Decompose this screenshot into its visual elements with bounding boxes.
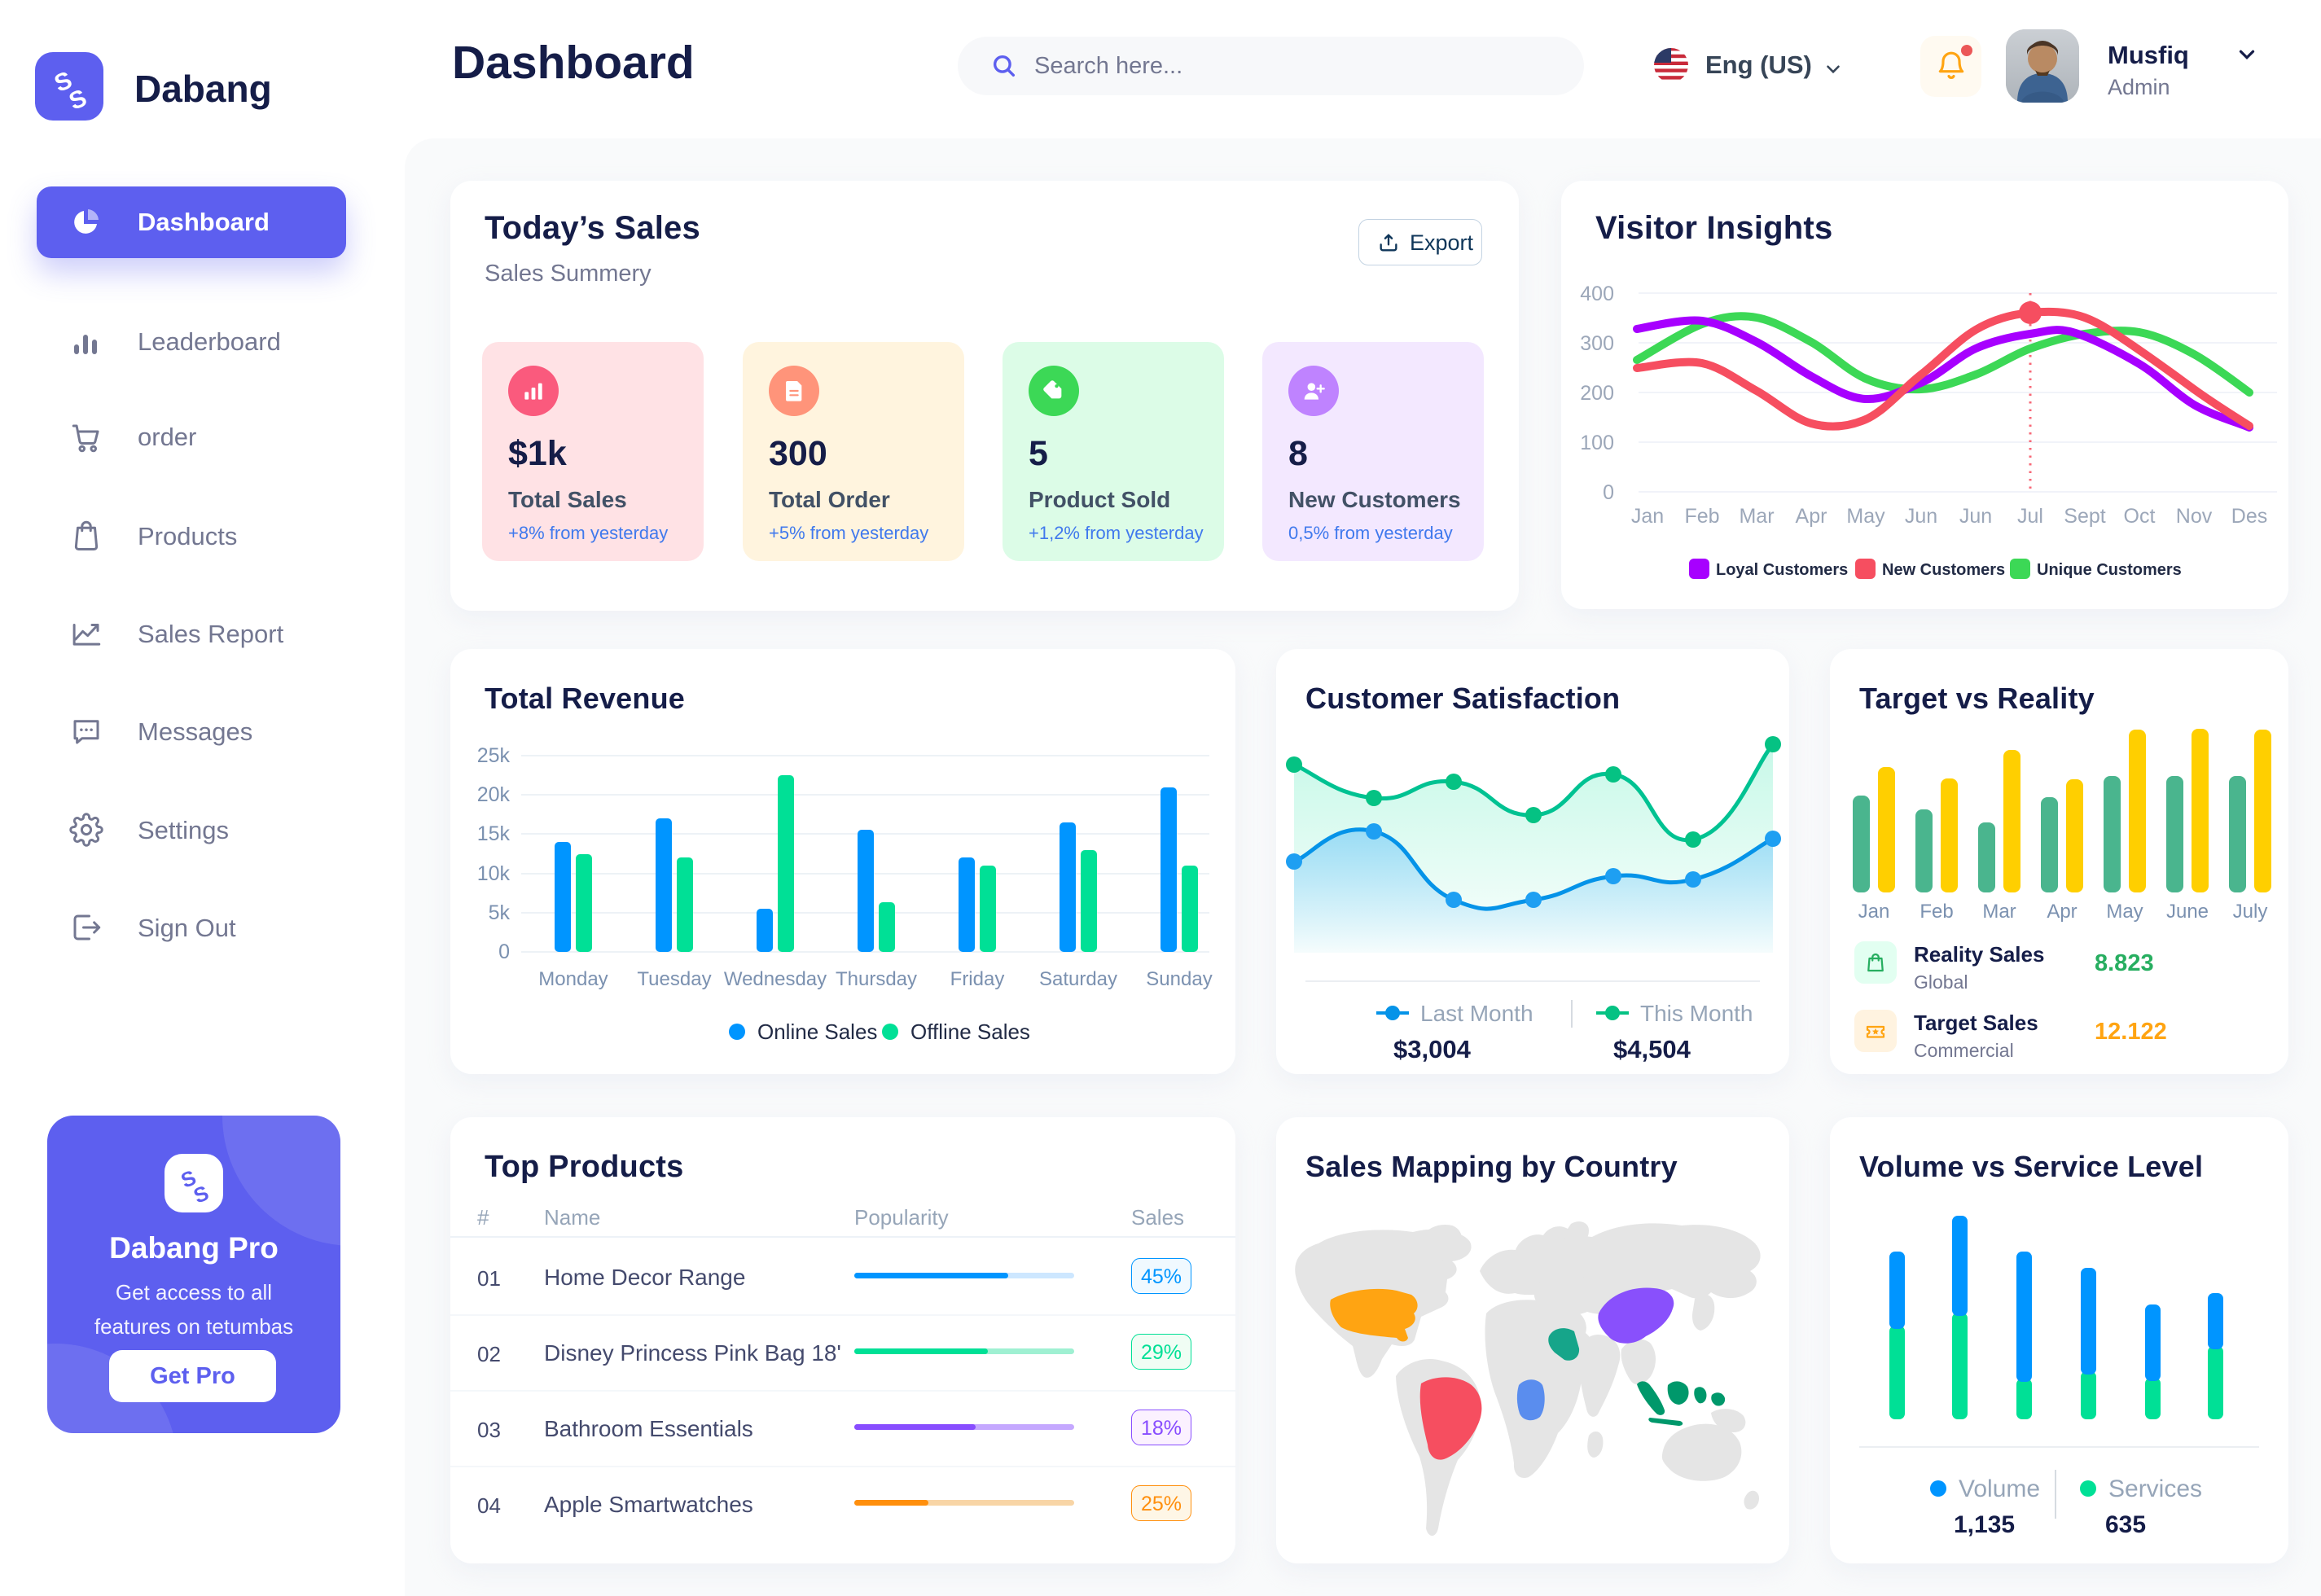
svg-text:S: S xyxy=(191,1182,212,1208)
svg-text:Offline Sales: Offline Sales xyxy=(910,1019,1030,1044)
svg-text:Apr: Apr xyxy=(1796,505,1827,528)
svg-text:200: 200 xyxy=(1580,382,1614,405)
svg-text:Feb: Feb xyxy=(1684,505,1719,528)
svg-text:June: June xyxy=(2166,901,2209,923)
svg-text:Tuesday: Tuesday xyxy=(637,968,711,990)
svg-text:Saturday: Saturday xyxy=(1039,968,1117,990)
svg-text:Nov: Nov xyxy=(2176,505,2213,528)
svg-text:Friday: Friday xyxy=(950,968,1005,990)
svg-text:July: July xyxy=(2233,901,2268,923)
svg-text:May: May xyxy=(2106,901,2143,923)
svg-text:Loyal Customers: Loyal Customers xyxy=(1716,561,1848,579)
svg-text:0: 0 xyxy=(1603,481,1614,504)
svg-text:5k: 5k xyxy=(489,901,511,924)
svg-text:Jun: Jun xyxy=(1959,505,1992,528)
svg-text:Feb: Feb xyxy=(1920,901,1953,923)
svg-text:100: 100 xyxy=(1580,432,1614,454)
svg-text:Jun: Jun xyxy=(1905,505,1937,528)
svg-text:15k: 15k xyxy=(477,822,511,845)
svg-text:Mar: Mar xyxy=(1982,901,2016,923)
svg-text:Oct: Oct xyxy=(2124,505,2156,528)
svg-text:Last Month: Last Month xyxy=(1420,1001,1533,1026)
svg-text:Jan: Jan xyxy=(1858,901,1890,923)
svg-text:Online Sales: Online Sales xyxy=(757,1019,877,1044)
svg-text:Services: Services xyxy=(2108,1475,2202,1502)
svg-text:10k: 10k xyxy=(477,862,511,885)
svg-text:$4,504: $4,504 xyxy=(1613,1035,1691,1063)
svg-text:This Month: This Month xyxy=(1640,1001,1753,1026)
svg-text:300: 300 xyxy=(1580,332,1614,355)
svg-text:Wednesday: Wednesday xyxy=(724,968,827,990)
svg-text:Sept: Sept xyxy=(2064,505,2105,528)
svg-text:May: May xyxy=(1846,505,1885,528)
svg-text:1,135: 1,135 xyxy=(1954,1511,2015,1538)
svg-text:Mar: Mar xyxy=(1739,505,1774,528)
svg-text:0: 0 xyxy=(498,940,510,963)
svg-text:Volume: Volume xyxy=(1959,1475,2040,1502)
svg-text:Thursday: Thursday xyxy=(836,968,917,990)
svg-text:Monday: Monday xyxy=(538,968,608,990)
svg-text:25k: 25k xyxy=(477,744,511,767)
svg-text:Des: Des xyxy=(2231,505,2267,528)
svg-text:635: 635 xyxy=(2105,1511,2146,1538)
svg-text:400: 400 xyxy=(1580,283,1614,305)
svg-text:Jan: Jan xyxy=(1631,505,1664,528)
svg-text:$3,004: $3,004 xyxy=(1393,1035,1472,1063)
svg-text:S: S xyxy=(65,85,90,116)
svg-text:Unique Customers: Unique Customers xyxy=(2037,561,2182,579)
svg-text:20k: 20k xyxy=(477,783,511,806)
svg-text:Apr: Apr xyxy=(2047,901,2077,923)
svg-text:Sunday: Sunday xyxy=(1146,968,1212,990)
svg-text:Jul: Jul xyxy=(2017,505,2043,528)
svg-text:New Customers: New Customers xyxy=(1882,561,2005,579)
